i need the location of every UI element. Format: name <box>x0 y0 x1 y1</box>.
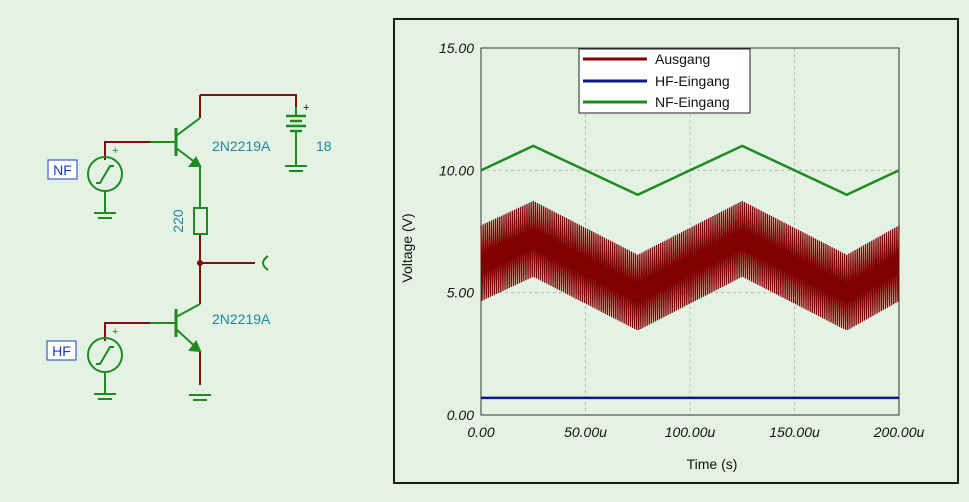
hf-source-waveform-icon <box>96 346 114 365</box>
junction-dot <box>197 260 203 266</box>
transistor-bottom-model: 2N2219A <box>212 311 271 327</box>
resistor[interactable] <box>193 190 208 235</box>
transistor-top-collector <box>175 117 201 137</box>
wire-output-node <box>199 235 255 304</box>
legend-label-hf: HF-Eingang <box>655 73 730 89</box>
transistor-top-emitter-arrow-icon <box>188 156 202 167</box>
wires <box>104 94 297 385</box>
transistor-top[interactable] <box>150 117 202 190</box>
y-tick-label: 0.00 <box>447 407 474 423</box>
bottom-ground-icon <box>189 394 211 401</box>
battery-cell-icon <box>286 114 306 133</box>
resistor-value: 220 <box>170 209 186 233</box>
x-tick-label: 150.00u <box>769 424 820 440</box>
transistor-top-emitter <box>175 147 201 190</box>
series-line-nf-eingang <box>480 144 900 197</box>
legend-label-nf: NF-Eingang <box>655 94 730 110</box>
hf-source-label: HF <box>52 343 71 359</box>
hf-ground-icon <box>94 393 116 400</box>
transistor-top-model: 2N2219A <box>212 138 271 154</box>
resistor-body-icon <box>193 207 208 235</box>
legend-label-ausgang: Ausgang <box>655 51 710 67</box>
x-axis-title: Time (s) <box>687 456 738 472</box>
hf-source-polarity: + <box>112 326 118 338</box>
nf-source-label-box <box>47 159 78 180</box>
y-axis-title: Voltage (V) <box>399 213 415 282</box>
y-tick-label: 15.00 <box>439 40 474 56</box>
battery[interactable] <box>285 107 307 172</box>
hf-source-label-box <box>46 340 77 361</box>
wire-hf-to-base <box>104 322 150 341</box>
wire-nf-to-base <box>104 141 150 160</box>
transistor-bottom-collector <box>175 303 201 318</box>
y-tick-label: 10.00 <box>439 162 474 178</box>
plot-panel: 0.00 50.00u 100.00u 150.00u 200.00u 0.00 5.00 1… <box>393 18 959 484</box>
transistor-bottom-emitter-arrow-icon <box>188 340 202 353</box>
x-tick-label: 200.00u <box>873 424 925 440</box>
y-tick-label: 5.00 <box>447 285 474 301</box>
x-tick-label: 50.00u <box>564 424 607 440</box>
nf-source-polarity: + <box>112 145 118 157</box>
tick-labels: 0.00 50.00u 100.00u 150.00u 200.00u 0.00 5.00 1… <box>439 40 925 440</box>
hf-source[interactable] <box>87 337 123 400</box>
nf-source-label: NF <box>53 162 72 178</box>
battery-ground-icon <box>285 165 307 172</box>
nf-source[interactable] <box>87 156 123 219</box>
x-tick-label: 0.00 <box>467 424 494 440</box>
x-tick-label: 100.00u <box>665 424 716 440</box>
nf-source-waveform-icon <box>96 165 114 184</box>
battery-value: 18 <box>316 138 332 154</box>
transistor-bottom[interactable] <box>150 303 211 401</box>
series-layer <box>480 144 900 400</box>
battery-polarity: + <box>303 102 309 114</box>
series-line-ausgang <box>480 200 900 331</box>
circuit-schematic: + NF + HF 2N2219A 2N2219A 220 <box>46 94 332 401</box>
output-terminal-icon[interactable] <box>262 255 269 271</box>
legend: Ausgang HF-Eingang NF-Eingang <box>578 48 751 114</box>
wire-top-rail <box>199 94 297 118</box>
voltage-time-chart: 0.00 50.00u 100.00u 150.00u 200.00u 0.00 5.00 1… <box>399 40 925 472</box>
nf-ground-icon <box>94 212 116 219</box>
